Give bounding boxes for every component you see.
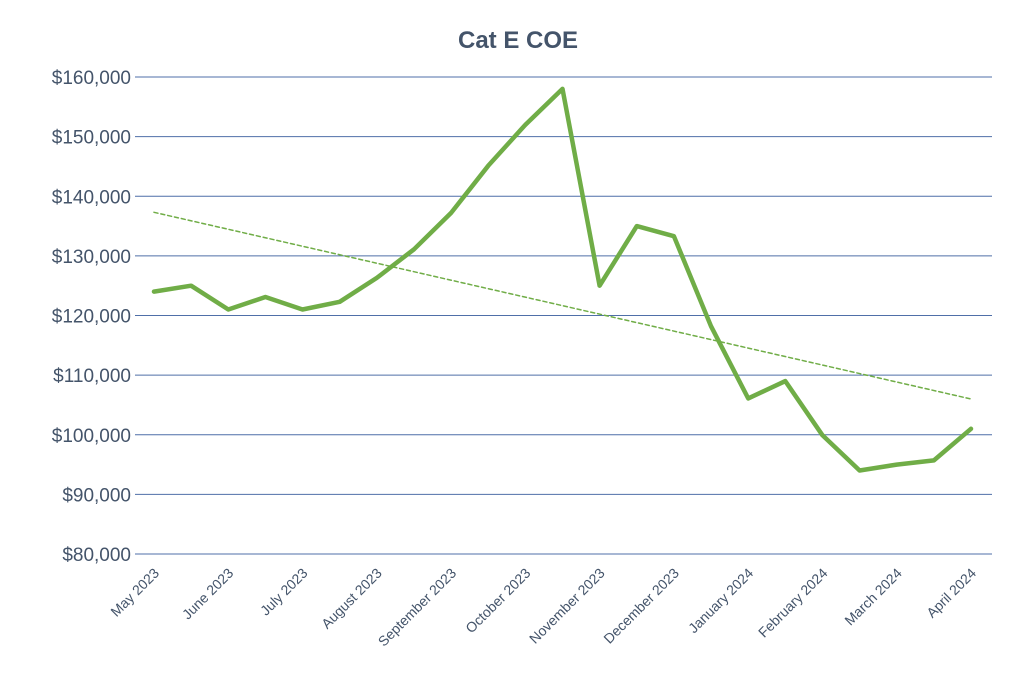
y-tick-label: $130,000 xyxy=(52,247,131,268)
x-tick-label: September 2023 xyxy=(375,565,460,650)
x-tick-label: February 2024 xyxy=(755,565,831,641)
x-tick-label: June 2023 xyxy=(179,565,237,623)
series-line xyxy=(151,86,974,473)
y-tick-label: $80,000 xyxy=(62,545,131,566)
x-tick-label: August 2023 xyxy=(318,565,385,632)
y-tick-label: $140,000 xyxy=(52,187,131,208)
x-tick-label: January 2024 xyxy=(685,565,756,636)
y-tick-label: $160,000 xyxy=(52,68,131,89)
x-tick-label: November 2023 xyxy=(526,565,608,647)
x-tick-label: March 2024 xyxy=(841,565,905,629)
y-tick-label: $120,000 xyxy=(52,307,131,328)
y-tick-label: $90,000 xyxy=(62,485,131,506)
x-tick-label: April 2024 xyxy=(923,565,979,621)
y-tick-label: $150,000 xyxy=(52,128,131,149)
x-tick-label: December 2023 xyxy=(600,565,682,647)
x-tick-label: May 2023 xyxy=(107,565,162,620)
y-tick-label: $100,000 xyxy=(52,426,131,447)
trendline xyxy=(153,211,972,400)
x-tick-label: October 2023 xyxy=(462,565,533,636)
y-tick-label: $110,000 xyxy=(53,366,131,387)
x-tick-label: July 2023 xyxy=(257,565,311,619)
chart-title: Cat E COE xyxy=(458,27,578,54)
